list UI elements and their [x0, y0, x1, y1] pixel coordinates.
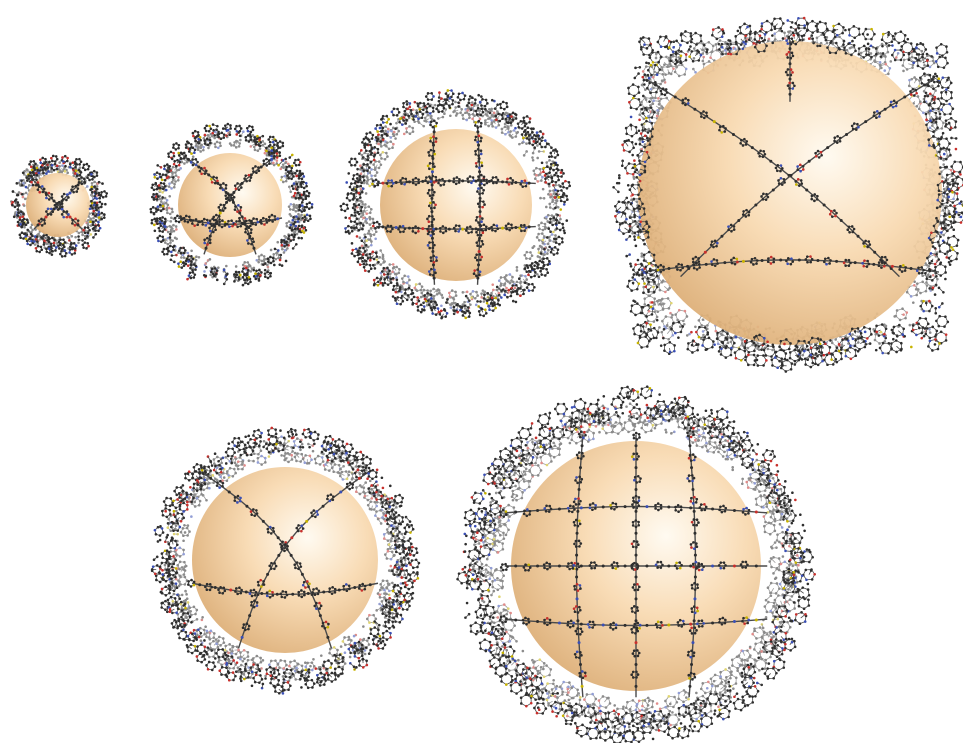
- framework-front: [150, 426, 421, 695]
- cage-6: [456, 385, 816, 743]
- cage-3: [339, 89, 571, 320]
- cavity-sphere: [380, 129, 532, 281]
- ligand-chains: [173, 149, 283, 255]
- cage-4: [612, 16, 963, 373]
- framework-front: [10, 154, 109, 258]
- ligand-chains: [187, 465, 379, 649]
- cavity-sphere: [178, 153, 282, 257]
- cavity-sphere: [638, 41, 942, 345]
- cages-layer: [9, 16, 963, 743]
- cage-2: [149, 122, 314, 287]
- cage-1: [9, 154, 109, 258]
- framework-front: [612, 16, 963, 373]
- framework-front: [456, 385, 816, 743]
- ligand-chains: [30, 176, 86, 230]
- ligand-chains: [636, 36, 941, 278]
- cavity-sphere: [192, 467, 378, 653]
- ligand-chains: [498, 429, 768, 698]
- framework-front: [339, 89, 571, 320]
- framework-front: [149, 122, 314, 287]
- cage-5: [150, 426, 421, 695]
- ligand-chains: [371, 119, 536, 285]
